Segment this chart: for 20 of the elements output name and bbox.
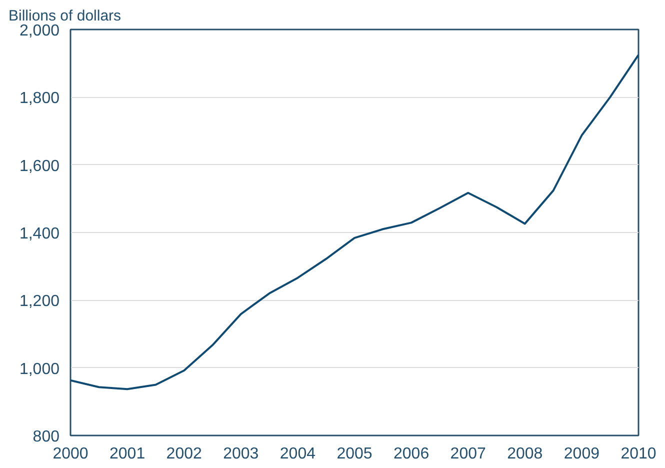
y-tick-label: 1,600 [19, 158, 60, 175]
x-tick-label: 2006 [394, 446, 430, 462]
y-tick-label: 1,400 [19, 226, 60, 242]
x-tick-label: 2002 [166, 446, 202, 462]
line-series [70, 54, 638, 390]
x-tick-label: 2009 [564, 446, 600, 462]
x-tick-label: 2001 [110, 446, 146, 462]
y-tick-label: 1,000 [19, 360, 60, 378]
x-tick-label: 2008 [507, 446, 543, 462]
x-tick-label: 2003 [223, 446, 259, 462]
y-tick-label: 1,200 [19, 293, 60, 310]
x-tick-label: 2004 [280, 446, 316, 462]
x-tick-label: 2005 [336, 446, 372, 462]
x-tick-label: 2010 [620, 446, 656, 462]
y-tick-label: 2,000 [19, 22, 60, 40]
y-tick-label: 1,800 [19, 90, 60, 108]
x-tick-label: 2007 [450, 446, 486, 462]
x-tick-label: 2000 [52, 446, 88, 462]
y-tick-label: 800 [32, 428, 60, 446]
y-axis-title: Billions of dollars [8, 8, 122, 24]
